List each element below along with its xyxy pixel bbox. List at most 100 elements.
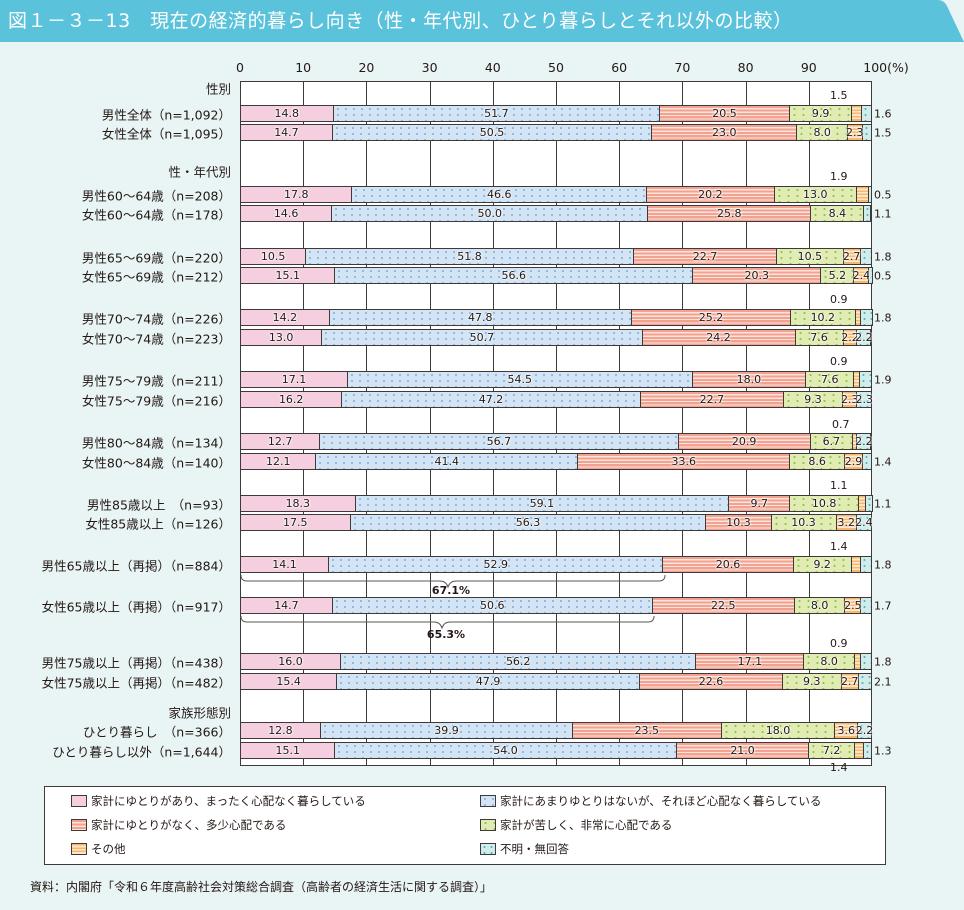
bar-segment-other [851, 556, 861, 573]
legend-swatch-orange [71, 843, 87, 855]
bar-segment-somewhat-worried: 10.3 [706, 514, 772, 531]
legend-label: 家計が苦しく、非常に心配である [500, 818, 673, 832]
bar-segment-other [854, 653, 861, 670]
segment-value: 50.7 [469, 331, 495, 344]
gridline [619, 81, 621, 766]
segment-value: 24.2 [706, 331, 731, 344]
legend-label: 家計にゆとりがあり、まったく心配なく暮らしている [91, 794, 366, 808]
segment-value: 17.5 [283, 516, 308, 529]
bar-segment-not-worried: 50.6 [332, 597, 653, 614]
bar-segment-not-worried: 56.2 [341, 653, 697, 670]
segment-value-callout: 1.6 [874, 107, 892, 121]
bar-segment-other [856, 186, 869, 203]
group-label-family: 家族形態別 [168, 705, 231, 721]
x-axis-tick: 90 [800, 60, 817, 75]
segment-value: 39.9 [434, 724, 459, 737]
segment-value: 56.7 [486, 435, 512, 448]
stacked-bar: 14.8 51.7 20.5 9.9 [240, 105, 872, 122]
bar-segment-very-worried: 7.6 [795, 329, 844, 346]
segment-value: 9.9 [811, 107, 830, 120]
segment-value-callout: 1.5 [874, 126, 892, 140]
stacked-bar: 12.1 41.4 33.6 8.6 2.9 [240, 453, 872, 470]
legend-label: 不明・無回答 [500, 842, 569, 856]
segment-value: 10.8 [811, 497, 837, 510]
x-axis-tick: 80 [737, 60, 754, 75]
bar-segment-not-worried: 54.5 [348, 371, 693, 388]
segment-value: 47.8 [468, 311, 493, 324]
bar-segment-not-worried: 51.8 [306, 248, 634, 265]
bar-segment-very-worried: 9.2 [793, 556, 852, 573]
legend-label: 家計にゆとりがなく、多少心配である [91, 818, 287, 832]
bar-segment-somewhat-worried: 21.0 [676, 742, 810, 759]
stacked-bar: 14.7 50.6 22.5 8.0 2.5 [240, 597, 872, 614]
figure-title-bar: 図１－３－13 現在の経済的暮らし向き（性・年代別、ひとり暮らしとそれ以外の比較… [0, 0, 964, 42]
bar-segment-comfortable: 17.5 [240, 514, 351, 531]
segment-value-callout: 1.9 [830, 170, 848, 183]
legend-item-very-worried: 家計が苦しく、非常に心配である [480, 817, 672, 833]
segment-value: 8.0 [820, 655, 838, 668]
bar-segment-no-answer [858, 673, 872, 690]
segment-value: 22.6 [698, 675, 724, 688]
segment-value: 12.8 [268, 724, 293, 737]
segment-value: 22.5 [711, 599, 736, 612]
row-label: 男性70～74歳（n=226） [81, 311, 231, 327]
segment-value: 47.2 [478, 393, 504, 406]
bar-segment-other: 2.4 [853, 267, 870, 284]
segment-value: 2.3 [845, 126, 864, 139]
segment-value-callout: 1.1 [874, 497, 892, 511]
bar-segment-other [854, 742, 864, 759]
group-label-sex: 性別 [205, 81, 231, 97]
segment-value: 10.2 [810, 311, 836, 324]
bar-segment-other [854, 371, 860, 388]
legend-item-somewhat-worried: 家計にゆとりがなく、多少心配である [71, 817, 286, 833]
segment-value: 3.2 [837, 516, 855, 529]
row-label: ひとり暮らし （n=366） [82, 724, 231, 740]
segment-value: 16.0 [278, 655, 303, 668]
segment-value: 22.7 [699, 393, 725, 406]
bar-segment-comfortable: 10.5 [240, 248, 307, 265]
row-label: 男性80～84歳（n=134） [81, 435, 231, 451]
bar-segment-somewhat-worried: 22.5 [652, 597, 795, 614]
bar-segment-no-answer [859, 371, 872, 388]
legend-swatch-salmon [71, 819, 87, 831]
segment-value: 12.1 [265, 455, 291, 468]
bar-segment-no-answer: 2.2 [856, 722, 873, 739]
segment-value: 56.2 [505, 655, 531, 668]
x-axis-tick: 0 [236, 60, 244, 75]
segment-value: 56.3 [515, 516, 541, 529]
segment-value: 9.7 [750, 497, 769, 510]
bar-segment-not-worried: 51.7 [333, 105, 661, 122]
stacked-bar: 14.1 52.9 20.6 9.2 [240, 556, 872, 573]
bar-segment-comfortable: 12.1 [240, 453, 317, 470]
bar-segment-somewhat-worried: 24.2 [642, 329, 796, 346]
segment-value-callout: 1.4 [830, 761, 848, 774]
segment-value: 2.4 [855, 516, 873, 529]
segment-value: 10.3 [726, 516, 751, 529]
bar-segment-not-worried: 41.4 [316, 453, 579, 470]
segment-value: 7.2 [822, 744, 841, 757]
segment-value: 21.0 [730, 744, 755, 757]
x-axis-tick: 10 [295, 60, 312, 75]
bar-segment-very-worried: 8.0 [797, 124, 848, 141]
row-label: 男性85歳以上 （n=93） [87, 497, 231, 513]
row-label: 男性65～69歳（n=220） [81, 250, 231, 266]
segment-value: 46.6 [486, 188, 512, 201]
bar-segment-very-worried: 7.2 [809, 742, 855, 759]
bar-segment-no-answer [860, 653, 872, 670]
bar-segment-somewhat-worried: 17.1 [696, 653, 805, 670]
bar-segment-other [852, 105, 862, 122]
stacked-bar: 17.8 46.6 20.2 13.0 [240, 186, 872, 203]
row-label: 女性80～84歳（n=140） [81, 455, 231, 471]
segment-value: 22.7 [692, 250, 718, 263]
bar-segment-somewhat-worried: 25.2 [631, 309, 792, 326]
segment-value: 20.2 [698, 188, 723, 201]
bar-segment-other: 2.9 [845, 453, 864, 470]
bar-segment-not-worried: 56.3 [350, 514, 707, 531]
bar-segment-no-answer: 2.2 [855, 329, 873, 346]
bar-segment-no-answer [863, 742, 872, 759]
x-axis-tick: 20 [358, 60, 375, 75]
bar-segment-not-worried: 56.7 [320, 433, 679, 450]
segment-value-callout: 1.1 [874, 207, 892, 221]
legend-item-other: その他 [71, 841, 126, 857]
